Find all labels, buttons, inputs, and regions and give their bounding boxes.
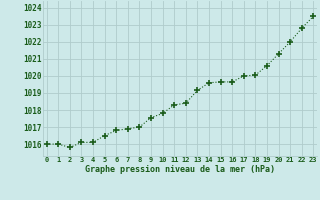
X-axis label: Graphe pression niveau de la mer (hPa): Graphe pression niveau de la mer (hPa) xyxy=(85,165,275,174)
